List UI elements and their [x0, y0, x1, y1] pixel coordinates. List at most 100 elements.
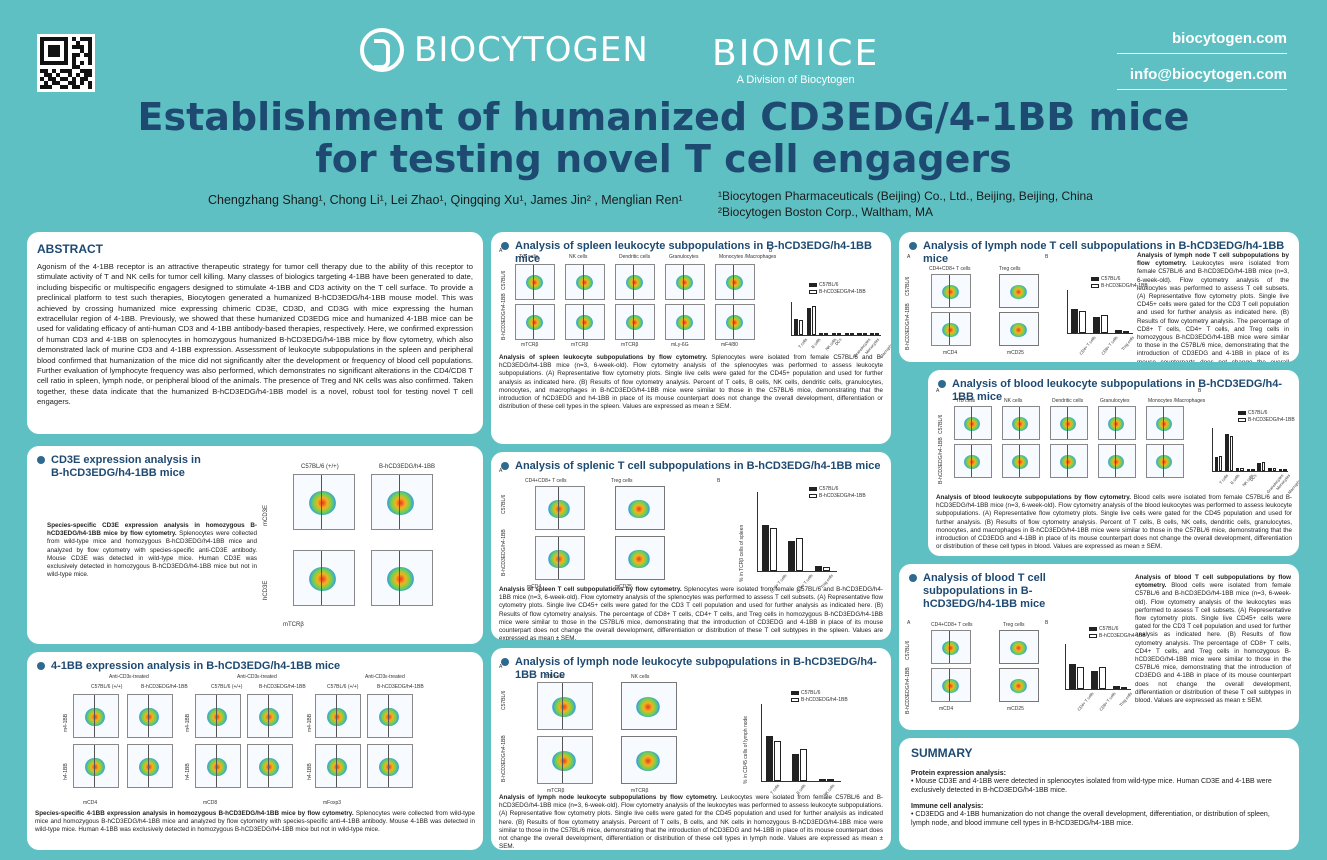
- bullet-icon: [938, 380, 946, 388]
- row-label: B-hCD3EDG/h4-1BB: [905, 303, 911, 350]
- flow-plot: [615, 304, 655, 340]
- b41bb-row-1: m4-1BB: [307, 713, 313, 732]
- row-label: B-hCD3EDG/h4-1BB: [501, 529, 507, 576]
- bar: [1257, 462, 1261, 471]
- b41bb-row-2: h4-1BB: [63, 763, 69, 780]
- cd3e-panel: CD3E expression analysis in B-hCD3EDG/h4…: [27, 446, 483, 644]
- caption-text: Blood cells were isolated from female C5…: [1135, 582, 1291, 705]
- bar: [1114, 330, 1122, 333]
- bar: [765, 736, 773, 781]
- bar: [824, 332, 829, 335]
- b41bb-group-2: Anti-CD3ε-treated: [237, 674, 277, 680]
- tick-label: Treg cells: [1117, 691, 1133, 708]
- bar: [837, 333, 842, 335]
- legend-item: B-hCD3EDG/h4-1BB: [801, 697, 848, 703]
- spleen-leukocyte-caption: Analysis of spleen leukocyte subpopulati…: [499, 354, 883, 411]
- flow-plot: [931, 274, 971, 308]
- y-axis-label: % in TCRβ cells of spleen: [739, 524, 745, 582]
- row-label: B-hCD3EDG/h4-1BB: [938, 437, 944, 484]
- bar: [814, 566, 822, 571]
- bar: [826, 779, 834, 781]
- b41bb-col: C57BL/6 (+/+): [327, 684, 359, 690]
- tick-label: CD4+ T cells: [1078, 335, 1097, 356]
- flow-plot: [1098, 406, 1136, 440]
- b41bb-row-1: m4-1BB: [185, 713, 191, 732]
- tick-label: CD8+ T cells: [1097, 691, 1117, 712]
- qr-code[interactable]: [37, 34, 95, 92]
- summary-heading: SUMMARY: [911, 746, 973, 760]
- cd3e-col-2: B-hCD3EDG/h4-1BB: [379, 464, 436, 470]
- legend-item: C57BL/6: [801, 690, 821, 696]
- legend: C57BL/6 B-hCD3EDG/h4-1BB: [809, 486, 866, 500]
- cd3e-heading: CD3E expression analysis in B-hCD3EDG/h4…: [51, 454, 201, 479]
- bar-chart: CD4+ T cells CD8+ T cells Treg cells: [1067, 290, 1135, 356]
- legend: C57BL/6 B-hCD3EDG/h4-1BB: [809, 282, 866, 296]
- ln-leukocyte-panel: Analysis of lymph node leukocyte subpopu…: [491, 648, 891, 850]
- b41bb-col: C57BL/6 (+/+): [91, 684, 123, 690]
- legend-item: B-hCD3EDG/h4-1BB: [819, 493, 866, 499]
- xaxis-label: mF4/80: [721, 342, 738, 348]
- bar: [1236, 467, 1240, 471]
- flow-plot: [515, 304, 555, 340]
- email-link[interactable]: info@biocytogen.com: [1117, 66, 1287, 90]
- row-label: C57BL/6: [501, 690, 507, 710]
- flow-plot: [195, 744, 241, 788]
- col-label: Monocytes /Macrophages: [1148, 398, 1206, 404]
- flow-plot: [1146, 444, 1184, 478]
- blood-leukocyte-panel: Analysis of blood leukocyte subpopulatio…: [928, 370, 1299, 556]
- flow-plot: [999, 630, 1039, 664]
- flow-plot: [515, 264, 555, 300]
- col-label: Granulocytes: [669, 254, 699, 260]
- bar: [862, 333, 867, 335]
- biocytogen-wordmark: BIOCYTOGEN: [414, 30, 649, 70]
- blood-leukocyte-heading: Analysis of blood leukocyte subpopulatio…: [952, 378, 1283, 403]
- blood-t-heading: Analysis of blood T cell subpopulations …: [923, 572, 1046, 610]
- bar: [1268, 468, 1272, 471]
- bar: [818, 779, 826, 781]
- bar-chart: T cells B cells NK cells DCs Granulocytes Mon…: [1212, 428, 1299, 495]
- biomice-wordmark: BIOMICE: [712, 33, 880, 74]
- bar: [792, 754, 800, 781]
- biocytogen-logo-icon: [360, 28, 404, 72]
- flow-plot: [247, 744, 293, 788]
- col-label: CD4+CD8+ T cells: [929, 266, 971, 272]
- cd3e-caption: Species-specific CD3E expression analysi…: [47, 522, 257, 579]
- flow-plot: [665, 264, 705, 300]
- legend-item: C57BL/6: [1099, 626, 1119, 632]
- flow-plot: [621, 736, 677, 784]
- flow-plot: [127, 694, 173, 738]
- xaxis-label: mTCRβ: [547, 788, 565, 794]
- row-label: C57BL/6: [938, 414, 944, 434]
- website-link[interactable]: biocytogen.com: [1117, 30, 1287, 54]
- caption-bold: Analysis of spleen leukocyte subpopulati…: [499, 354, 708, 361]
- cd3e-row-2: hCD3E: [263, 580, 269, 600]
- row-label: C57BL/6: [501, 270, 507, 290]
- contact-block: biocytogen.com info@biocytogen.com: [1117, 30, 1287, 102]
- bar: [1120, 686, 1128, 689]
- blood-t-caption: Analysis of blood T cell subpopulations …: [1135, 574, 1291, 705]
- b41bb-row-2: h4-1BB: [307, 763, 313, 780]
- panel-label-a: A: [499, 664, 503, 670]
- flow-plot: [999, 312, 1039, 346]
- b41bb-group-1: Anti-CD3ε-treated: [109, 674, 149, 680]
- col-label: Dendritic cells: [1052, 398, 1084, 404]
- flow-plot: [1050, 444, 1088, 478]
- bar: [1225, 433, 1229, 471]
- legend: C57BL/6 B-hCD3EDG/h4-1BB: [1091, 276, 1148, 290]
- caption-bold: Analysis of lymph node T cell subpopulat…: [1137, 252, 1289, 268]
- flow-plot: [954, 406, 992, 440]
- blood-leukocyte-caption: Analysis of blood leukocyte subpopulatio…: [936, 494, 1292, 551]
- summary-text-2: • CD3EDG and 4-1BB humanization do not c…: [911, 811, 1270, 827]
- xaxis-label: mCD4: [939, 706, 954, 712]
- bullet-icon: [909, 574, 917, 582]
- xaxis-label: mTCRβ: [571, 342, 589, 348]
- panel-label-b: B: [1045, 620, 1049, 626]
- flow-plot: [715, 304, 755, 340]
- tick-label: T cells: [797, 337, 809, 350]
- flow-plot: [1050, 406, 1088, 440]
- tick-label: CD4+ T cells: [1076, 691, 1095, 712]
- bar: [1092, 316, 1100, 333]
- flow-plot: [1098, 444, 1136, 478]
- col-label: T/B cells: [519, 254, 539, 260]
- flow-plot: [367, 694, 413, 738]
